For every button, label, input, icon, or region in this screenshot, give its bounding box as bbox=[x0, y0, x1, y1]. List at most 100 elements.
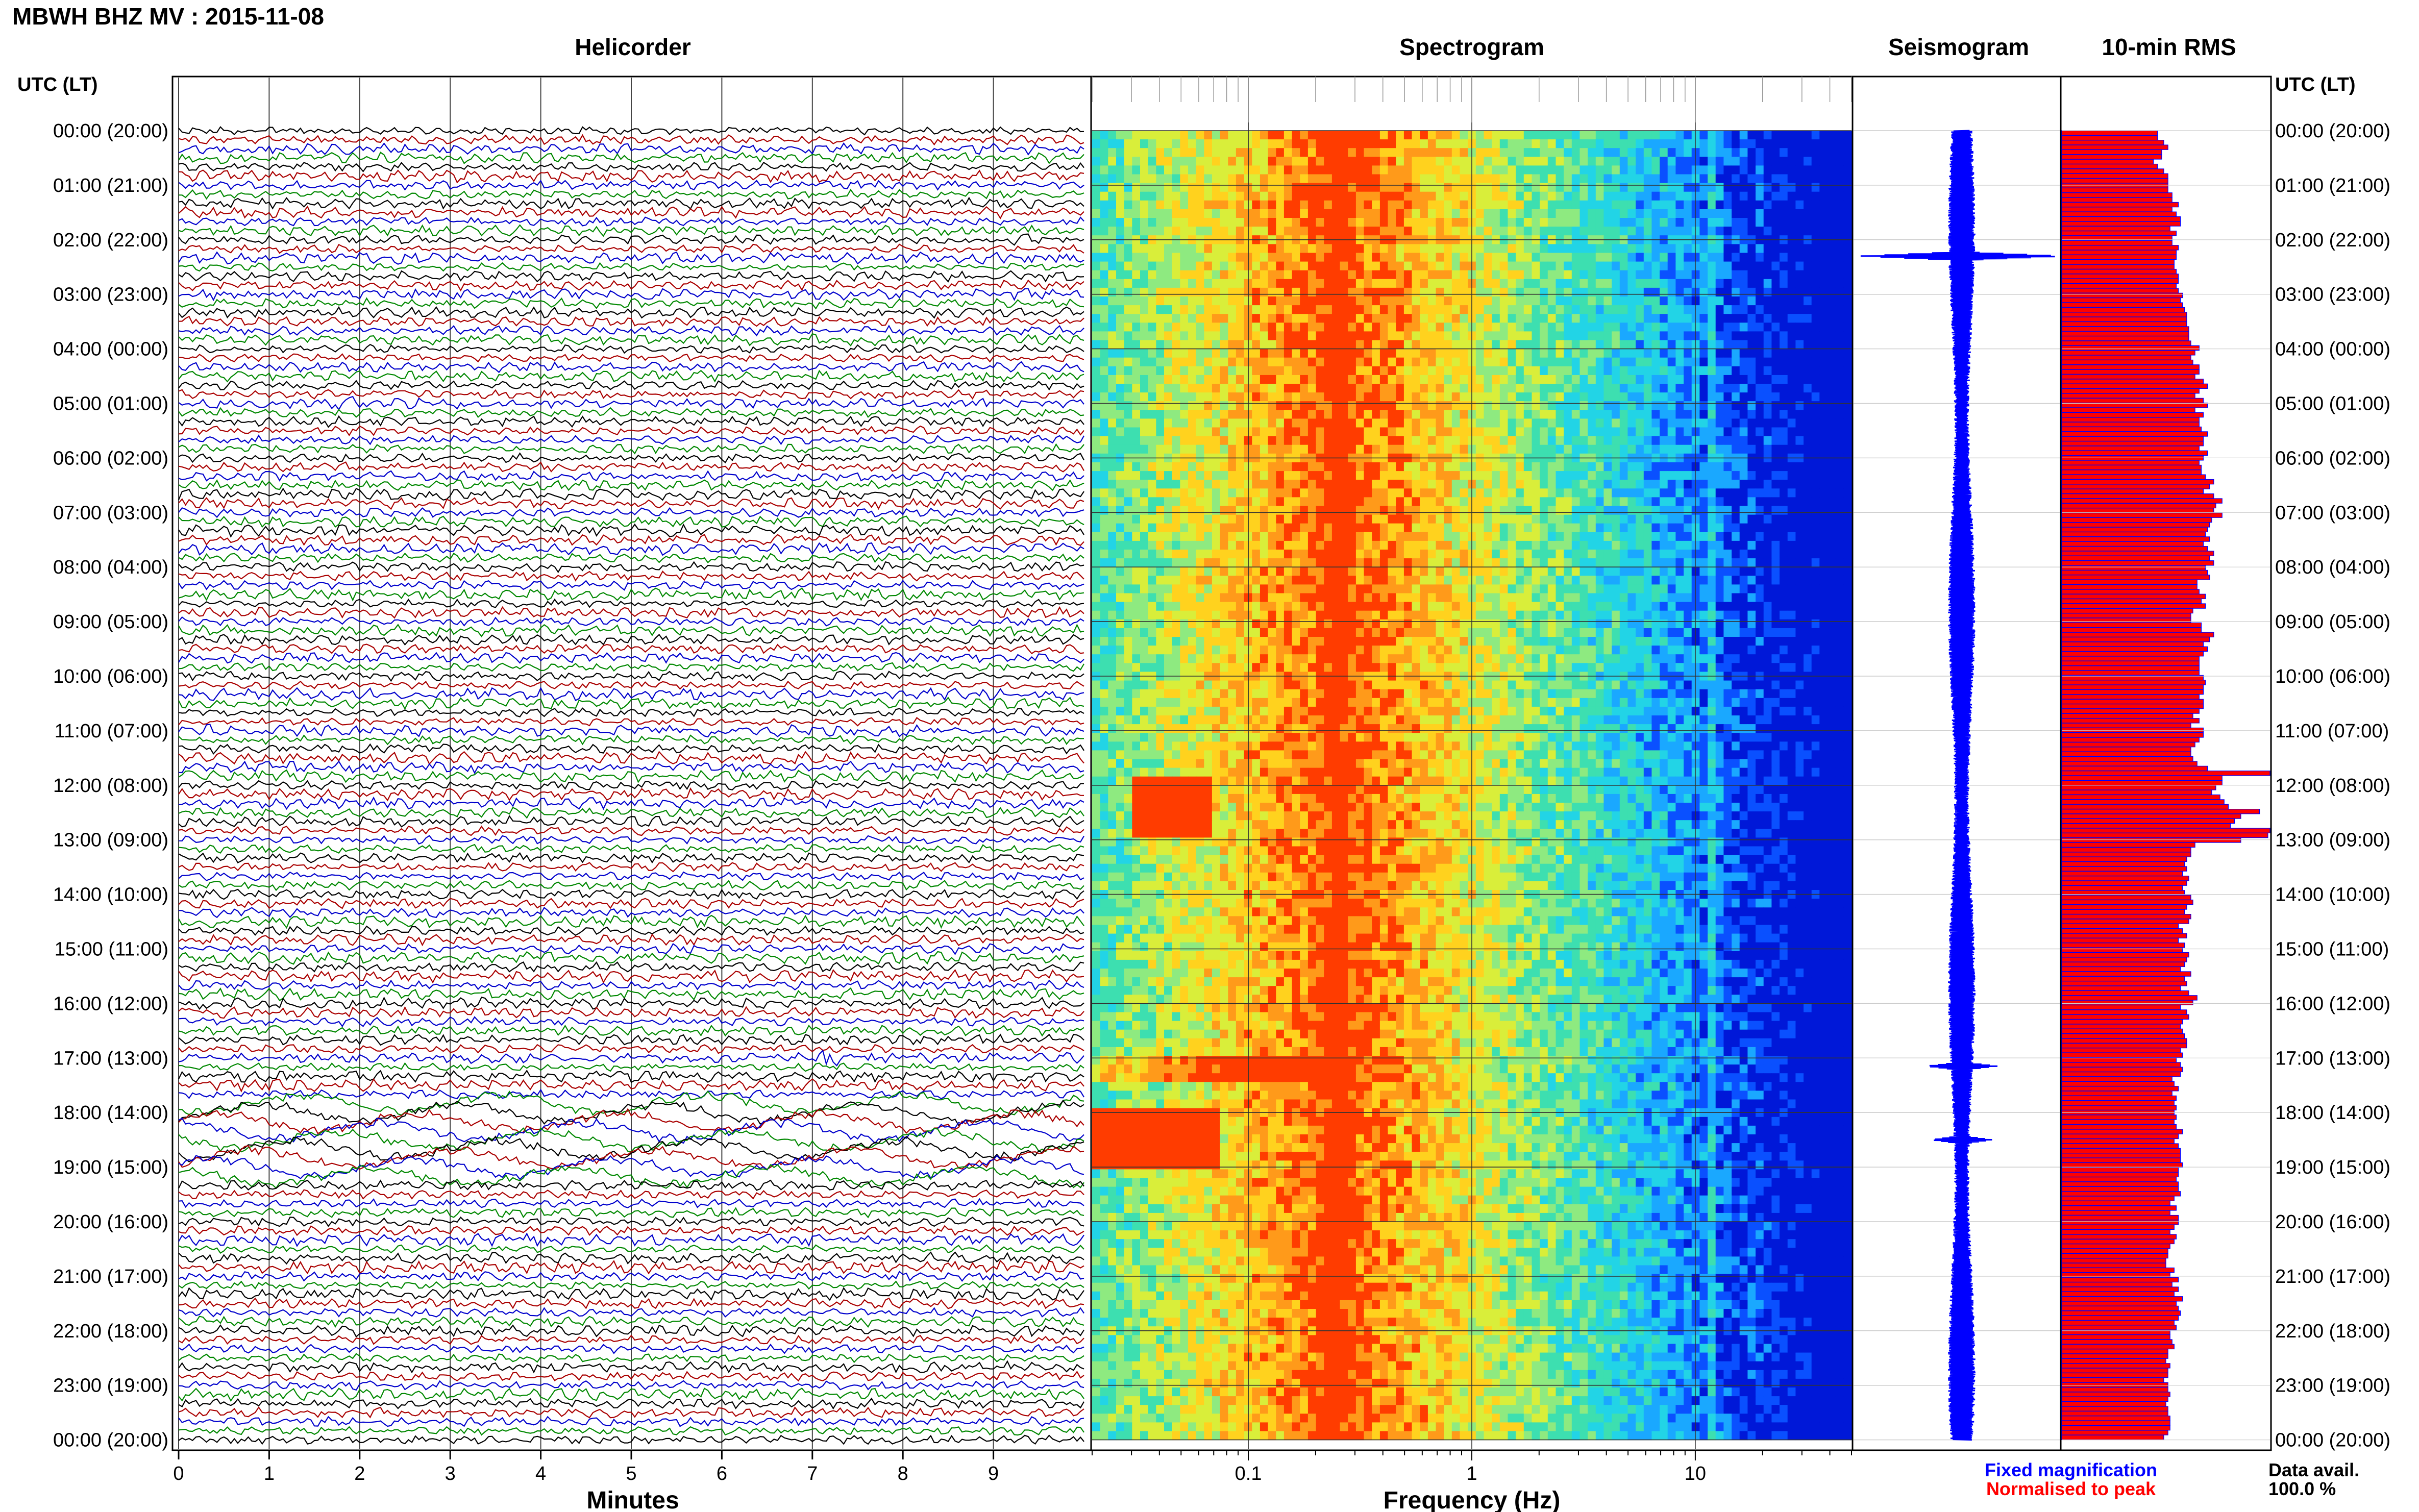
spectrogram-cell bbox=[1532, 532, 1540, 541]
spectrogram-cell bbox=[1643, 244, 1652, 254]
spectrogram-cell bbox=[1116, 139, 1125, 148]
spectrogram-cell bbox=[1252, 532, 1261, 541]
spectrogram-cell bbox=[1164, 261, 1173, 271]
helicorder-trace bbox=[178, 1024, 1084, 1037]
spectrogram-cell bbox=[1460, 139, 1468, 148]
spectrogram-cell bbox=[1787, 227, 1796, 236]
spectrogram-cell bbox=[1108, 488, 1117, 498]
spectrogram-cell bbox=[1508, 375, 1516, 384]
spectrogram-cell bbox=[1372, 471, 1380, 480]
spectrogram-cell bbox=[1723, 139, 1732, 148]
spectrogram-cell bbox=[1196, 532, 1204, 541]
spectrogram-cell bbox=[1124, 200, 1132, 210]
spectrogram-cell bbox=[1732, 253, 1740, 262]
spectrogram-cell bbox=[1196, 270, 1204, 280]
spectrogram-cell bbox=[1283, 209, 1293, 218]
spectrogram-cell bbox=[1204, 296, 1213, 306]
helicorder-trace bbox=[178, 1006, 1084, 1019]
spectrogram-cell bbox=[1156, 497, 1165, 507]
spectrogram-cell bbox=[1595, 183, 1605, 192]
spectrogram-cell bbox=[1723, 471, 1732, 480]
spectrogram-cell bbox=[1532, 296, 1540, 306]
spectrogram-cell bbox=[1388, 401, 1396, 410]
spectrogram-cell bbox=[1236, 462, 1245, 472]
spectrogram-cell bbox=[1684, 471, 1692, 480]
spectrogram-cell bbox=[1316, 558, 1324, 567]
spectrogram-cell bbox=[1684, 506, 1692, 515]
spectrogram-cell bbox=[1396, 444, 1404, 454]
spectrogram-cell bbox=[1236, 471, 1245, 480]
spectrogram-cell bbox=[1739, 340, 1748, 350]
spectrogram-cell bbox=[1819, 506, 1828, 515]
spectrogram-cell bbox=[1819, 340, 1828, 350]
spectrogram-cell bbox=[1732, 183, 1740, 192]
spectrogram-cell bbox=[1763, 532, 1772, 541]
spectrogram-cell bbox=[1627, 218, 1636, 227]
spectrogram-cell bbox=[1164, 558, 1173, 567]
spectrogram-cell bbox=[1172, 279, 1180, 288]
spectrogram-cell bbox=[1140, 209, 1149, 218]
spectrogram-cell bbox=[1156, 427, 1165, 437]
spectrogram-cell bbox=[1132, 165, 1141, 175]
spectrogram-cell bbox=[1132, 139, 1141, 148]
spectrogram-cell bbox=[1331, 183, 1341, 192]
spectrogram-cell bbox=[1283, 218, 1293, 227]
spectrogram-cell bbox=[1579, 444, 1588, 454]
spectrogram-cell bbox=[1835, 253, 1844, 262]
spectrogram-cell bbox=[1427, 366, 1437, 376]
spectrogram-cell bbox=[1732, 349, 1740, 358]
spectrogram-cell bbox=[1100, 480, 1108, 489]
spectrogram-cell bbox=[1588, 444, 1596, 454]
spectrogram-cell bbox=[1164, 157, 1173, 166]
spectrogram-cell bbox=[1172, 558, 1180, 567]
spectrogram-cell bbox=[1715, 340, 1724, 350]
spectrogram-cell bbox=[1499, 506, 1509, 515]
spectrogram-cell bbox=[1140, 410, 1149, 419]
spectrogram-cell bbox=[1108, 384, 1117, 393]
spectrogram-cell bbox=[1116, 305, 1125, 314]
spectrogram-cell bbox=[1292, 183, 1300, 192]
spectrogram-cell bbox=[1204, 506, 1213, 515]
spectrogram-cell bbox=[1316, 410, 1324, 419]
spectrogram-cell bbox=[1403, 523, 1413, 533]
spectrogram-cell bbox=[1283, 139, 1293, 148]
spectrogram-cell bbox=[1804, 200, 1812, 210]
spectrogram-cell bbox=[1484, 165, 1492, 175]
spectrogram-cell bbox=[1379, 444, 1389, 454]
spectrogram-cell bbox=[1484, 532, 1492, 541]
spectrogram-cell bbox=[1667, 366, 1676, 376]
spectrogram-cell bbox=[1708, 357, 1716, 367]
spectrogram-cell bbox=[1403, 174, 1413, 184]
spectrogram-cell bbox=[1843, 488, 1852, 498]
spectrogram-cell bbox=[1715, 418, 1724, 428]
spectrogram-cell bbox=[1732, 401, 1740, 410]
spectrogram-cell bbox=[1499, 392, 1509, 402]
spectrogram-cell bbox=[1835, 174, 1844, 184]
spectrogram-cell bbox=[1667, 244, 1676, 254]
spectrogram-cell bbox=[1092, 148, 1101, 157]
spectrogram-cell bbox=[1236, 506, 1245, 515]
spectrogram-cell bbox=[1492, 131, 1500, 140]
spectrogram-cell bbox=[1636, 357, 1644, 367]
spectrogram-cell bbox=[1651, 200, 1660, 210]
helicorder-trace bbox=[178, 369, 1084, 383]
spectrogram-cell bbox=[1188, 323, 1197, 332]
spectrogram-cell bbox=[1627, 314, 1636, 323]
spectrogram-cell bbox=[1651, 305, 1660, 314]
spectrogram-cell bbox=[1260, 480, 1269, 489]
spectrogram-cell bbox=[1124, 558, 1132, 567]
spectrogram-cell bbox=[1100, 174, 1108, 184]
spectrogram-cell bbox=[1283, 532, 1293, 541]
spectrogram-cell bbox=[1795, 270, 1804, 280]
spectrogram-cell bbox=[1292, 305, 1300, 314]
spectrogram-cell bbox=[1516, 165, 1524, 175]
spectrogram-cell bbox=[1547, 540, 1557, 550]
spectrogram-cell bbox=[1747, 550, 1756, 559]
spectrogram-cell bbox=[1835, 270, 1844, 280]
spectrogram-cell bbox=[1643, 550, 1652, 559]
spectrogram-cell bbox=[1564, 323, 1572, 332]
spectrogram-cell bbox=[1819, 287, 1828, 297]
spectrogram-cell bbox=[1300, 314, 1309, 323]
spectrogram-cell bbox=[1763, 314, 1772, 323]
helicorder-trace bbox=[178, 243, 1084, 254]
